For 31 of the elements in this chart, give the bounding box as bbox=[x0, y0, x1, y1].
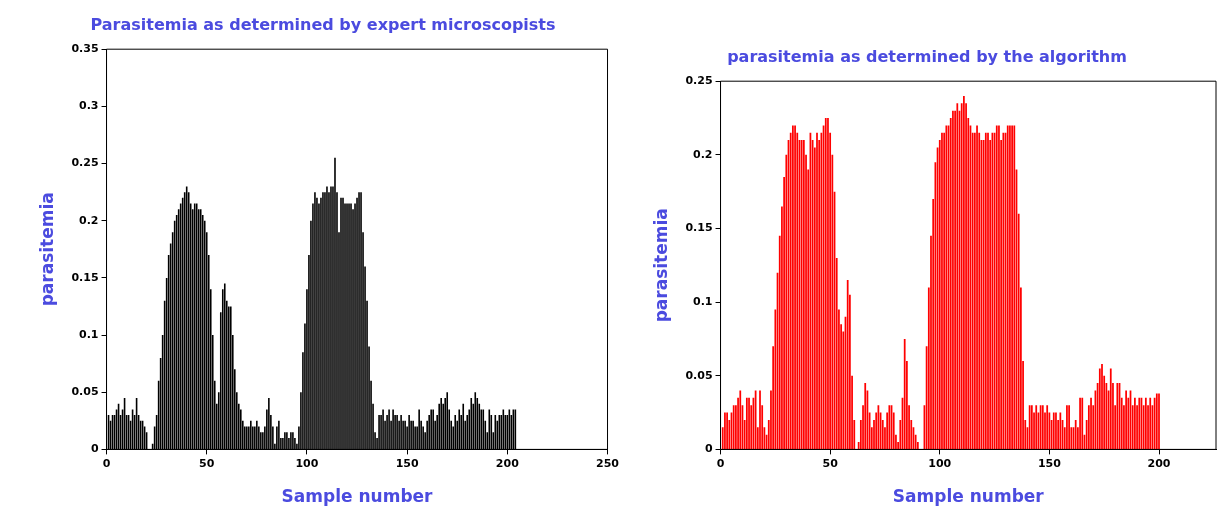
y-tick-label: 0.15 bbox=[685, 221, 713, 235]
x-tick-label: 200 bbox=[495, 456, 520, 470]
x-tick-label: 200 bbox=[1147, 456, 1171, 470]
x-tick-label: 0 bbox=[102, 456, 111, 470]
y-axis-title: parasitemia bbox=[650, 208, 671, 323]
y-tick-label: 0.2 bbox=[693, 147, 713, 161]
y-tick-label: 0 bbox=[90, 442, 99, 456]
x-tick-label: 50 bbox=[822, 456, 839, 470]
y-tick-label: 0.05 bbox=[71, 385, 99, 399]
x-tick-label: 50 bbox=[199, 456, 215, 470]
x-axis-title: Sample number bbox=[892, 486, 1045, 507]
y-tick-label: 0.25 bbox=[685, 74, 713, 88]
y-tick-label: 0.05 bbox=[685, 368, 713, 382]
chart-title: Parasitemia as determined by expert microscopists bbox=[90, 14, 556, 34]
y-tick-label: 0.3 bbox=[79, 99, 99, 113]
y-tick-label: 0.15 bbox=[71, 270, 99, 284]
y-tick-label: 0.35 bbox=[71, 42, 99, 56]
x-axis-title: Sample number bbox=[281, 486, 434, 507]
y-tick-label: 0.25 bbox=[71, 156, 99, 170]
y-tick-label: 0 bbox=[704, 442, 713, 456]
y-axis-title: parasitemia bbox=[36, 192, 57, 307]
x-tick-label: 150 bbox=[395, 456, 419, 470]
chart-title: parasitemia as determined by the algorithm bbox=[727, 46, 1127, 66]
y-tick-label: 0.1 bbox=[693, 294, 713, 308]
x-tick-label: 250 bbox=[596, 456, 620, 470]
x-tick-label: 150 bbox=[1037, 456, 1062, 470]
y-tick-label: 0.1 bbox=[79, 327, 99, 341]
y-tick-label: 0.2 bbox=[79, 213, 99, 227]
x-tick-label: 0 bbox=[716, 456, 725, 470]
x-tick-label: 100 bbox=[928, 456, 952, 470]
x-tick-label: 100 bbox=[295, 456, 319, 470]
